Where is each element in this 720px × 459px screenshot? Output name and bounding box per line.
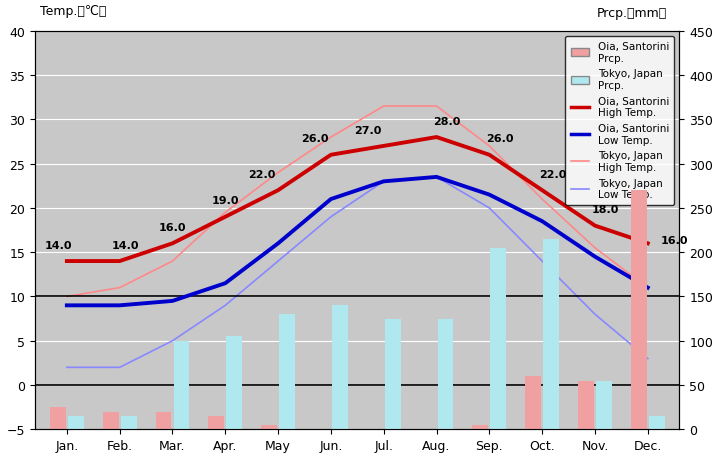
Text: 22.0: 22.0 [539,169,567,179]
Text: 22.0: 22.0 [248,169,276,179]
Tokyo, Japan
Low Temp. [590,312,599,317]
Tokyo, Japan
High Temp. [327,135,336,140]
Tokyo, Japan
High Temp. [485,144,494,149]
Oia, Santorini
High Temp. [538,188,546,194]
Tokyo, Japan
Low Temp. [432,175,441,180]
Line: Tokyo, Japan
Low Temp.: Tokyo, Japan Low Temp. [67,178,648,368]
Oia, Santorini
Low Temp. [168,298,177,304]
Tokyo, Japan
High Temp. [644,285,652,291]
Line: Oia, Santorini
High Temp.: Oia, Santorini High Temp. [67,138,648,262]
Bar [332,306,348,430]
Oia, Santorini
Low Temp. [221,281,230,286]
Tokyo, Japan
High Temp. [274,170,282,176]
Bar [156,412,171,430]
Tokyo, Japan
High Temp. [115,285,124,291]
Tokyo, Japan
Low Temp. [115,365,124,370]
Oia, Santorini
Low Temp. [274,241,282,246]
Oia, Santorini
Low Temp. [590,254,599,260]
Tokyo, Japan
Low Temp. [63,365,71,370]
Tokyo, Japan
High Temp. [590,246,599,251]
Oia, Santorini
High Temp. [168,241,177,246]
Oia, Santorini
High Temp. [115,259,124,264]
Text: 18.0: 18.0 [592,205,619,215]
Text: 14.0: 14.0 [45,240,73,250]
Text: Temp.（℃）: Temp.（℃） [40,6,107,18]
Line: Tokyo, Japan
High Temp.: Tokyo, Japan High Temp. [67,107,648,297]
Tokyo, Japan
High Temp. [168,259,177,264]
Oia, Santorini
High Temp. [590,224,599,229]
Text: 26.0: 26.0 [486,134,513,144]
Bar [526,376,541,430]
Text: 16.0: 16.0 [158,223,186,233]
Text: 14.0: 14.0 [111,240,139,250]
Text: 26.0: 26.0 [301,134,329,144]
Oia, Santorini
Low Temp. [644,285,652,291]
Tokyo, Japan
High Temp. [379,104,388,110]
Bar [384,319,400,430]
Oia, Santorini
Low Temp. [379,179,388,185]
Oia, Santorini
Low Temp. [115,303,124,308]
Oia, Santorini
High Temp. [274,188,282,194]
Bar [174,341,189,430]
Text: 19.0: 19.0 [212,196,239,206]
Bar [472,425,488,430]
Tokyo, Japan
Low Temp. [327,214,336,220]
Bar [279,314,295,430]
Oia, Santorini
Low Temp. [538,219,546,224]
Bar [103,412,119,430]
Text: 27.0: 27.0 [354,125,382,135]
Tokyo, Japan
Low Temp. [644,356,652,361]
Tokyo, Japan
Low Temp. [221,303,230,308]
Oia, Santorini
Low Temp. [327,197,336,202]
Bar [649,416,665,430]
Bar [438,319,454,430]
Oia, Santorini
High Temp. [644,241,652,246]
Oia, Santorini
High Temp. [221,214,230,220]
Text: 16.0: 16.0 [660,236,688,246]
Bar [490,248,506,430]
Tokyo, Japan
High Temp. [432,104,441,110]
Tokyo, Japan
High Temp. [63,294,71,300]
Text: Prcp.（mm）: Prcp.（mm） [596,7,667,20]
Tokyo, Japan
High Temp. [221,210,230,216]
Oia, Santorini
Low Temp. [485,192,494,198]
Oia, Santorini
Low Temp. [63,303,71,308]
Oia, Santorini
High Temp. [379,144,388,149]
Tokyo, Japan
Low Temp. [274,259,282,264]
Tokyo, Japan
Low Temp. [538,259,546,264]
Oia, Santorini
High Temp. [485,153,494,158]
Bar [578,381,594,430]
Oia, Santorini
High Temp. [432,135,441,140]
Bar [208,416,224,430]
Bar [68,416,84,430]
Oia, Santorini
High Temp. [327,153,336,158]
Text: 28.0: 28.0 [433,117,461,127]
Bar [226,336,242,430]
Bar [543,240,559,430]
Bar [631,191,647,430]
Bar [261,425,277,430]
Tokyo, Japan
Low Temp. [485,206,494,211]
Bar [596,381,612,430]
Bar [50,407,66,430]
Oia, Santorini
Low Temp. [432,175,441,180]
Oia, Santorini
High Temp. [63,259,71,264]
Tokyo, Japan
Low Temp. [379,179,388,185]
Bar [121,416,137,430]
Tokyo, Japan
High Temp. [538,197,546,202]
Tokyo, Japan
Low Temp. [168,338,177,344]
Line: Oia, Santorini
Low Temp.: Oia, Santorini Low Temp. [67,178,648,306]
Legend: Oia, Santorini
Prcp., Tokyo, Japan
Prcp., Oia, Santorini
High Temp., Oia, Santor: Oia, Santorini Prcp., Tokyo, Japan Prcp.… [565,37,674,205]
